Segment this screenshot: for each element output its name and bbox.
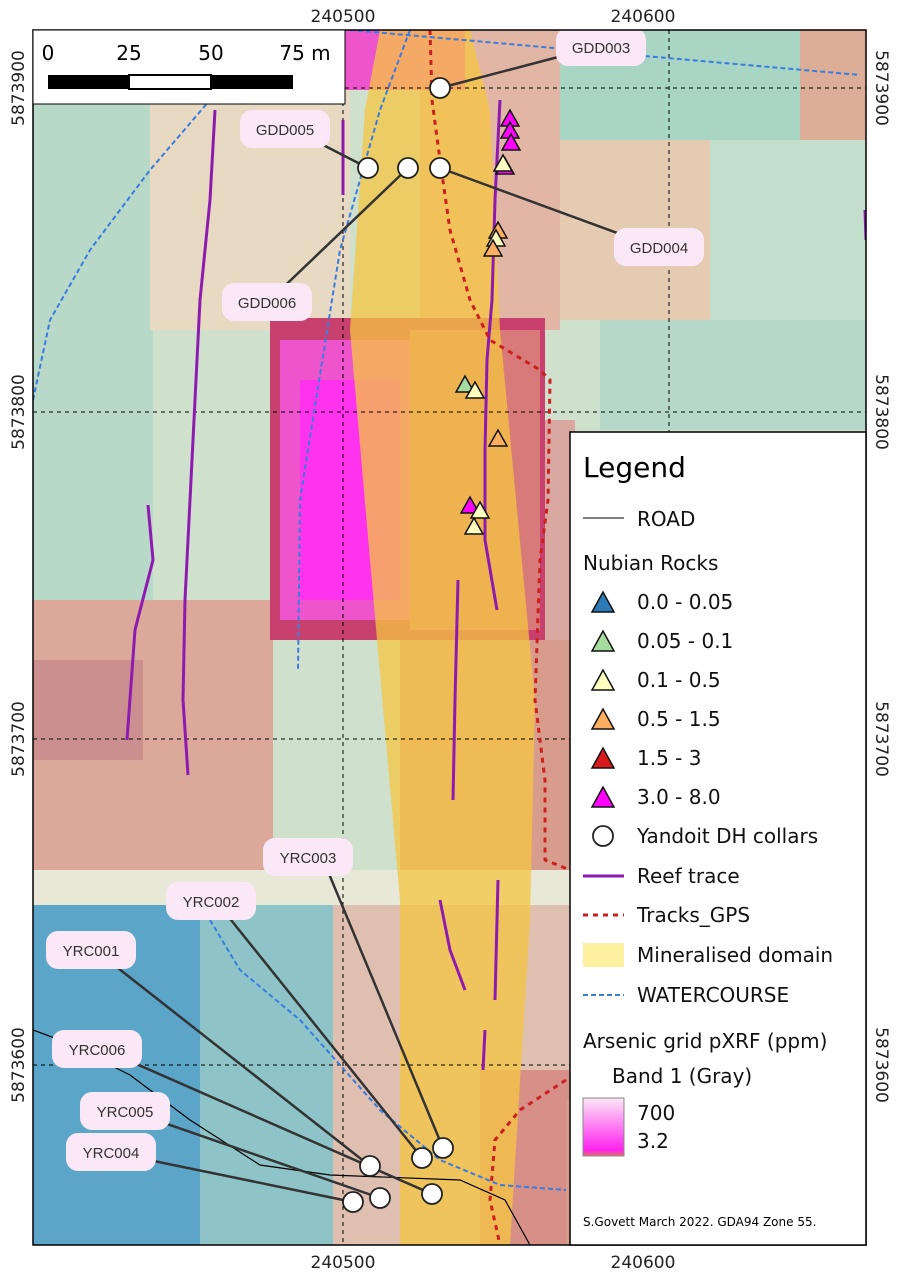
collar-label-gdd003[interactable]: GDD003 <box>556 28 646 66</box>
svg-text:0.1 - 0.5: 0.1 - 0.5 <box>637 668 721 692</box>
svg-text:GDD006: GDD006 <box>238 295 296 312</box>
svg-text:WATERCOURSE: WATERCOURSE <box>637 983 789 1007</box>
svg-text:Yandoit DH collars: Yandoit DH collars <box>636 824 818 848</box>
svg-text:YRC006: YRC006 <box>69 1042 126 1059</box>
collar-label-yrc002[interactable]: YRC002 <box>166 882 256 920</box>
svg-text:GDD004: GDD004 <box>630 240 688 257</box>
svg-text:Reef trace: Reef trace <box>637 864 740 888</box>
collar-label-gdd004[interactable]: GDD004 <box>614 228 704 266</box>
svg-text:75 m: 75 m <box>279 41 330 65</box>
svg-text:1.5 - 3: 1.5 - 3 <box>637 746 701 770</box>
credit: S.Govett March 2022. GDA94 Zone 55. <box>583 1215 816 1229</box>
x-tick-bottom: 240600 <box>611 1253 676 1273</box>
svg-text:0.05 - 0.1: 0.05 - 0.1 <box>637 629 733 653</box>
svg-text:YRC001: YRC001 <box>63 943 120 960</box>
y-tick-left: 5873900 <box>9 50 29 126</box>
svg-text:GDD005: GDD005 <box>256 122 314 139</box>
y-tick-left: 5873600 <box>9 1027 29 1103</box>
y-tick-right: 5873700 <box>871 701 891 777</box>
svg-text:YRC003: YRC003 <box>280 850 337 867</box>
svg-text:Band 1 (Gray): Band 1 (Gray) <box>612 1064 752 1088</box>
legend-title: Legend <box>583 451 686 484</box>
svg-text:3.0 - 8.0: 3.0 - 8.0 <box>637 785 721 809</box>
svg-text:0.5 - 1.5: 0.5 - 1.5 <box>637 707 721 731</box>
map-canvas: GDD003 GDD004 GDD005 GDD006 YRC001 YRC00… <box>33 28 866 1245</box>
svg-text:YRC004: YRC004 <box>83 1145 140 1162</box>
collar-label-yrc006[interactable]: YRC006 <box>52 1030 142 1068</box>
svg-text:0: 0 <box>42 41 55 65</box>
svg-text:700: 700 <box>637 1101 675 1125</box>
svg-text:50: 50 <box>198 41 223 65</box>
svg-text:0.0 - 0.05: 0.0 - 0.05 <box>637 590 733 614</box>
collar-labels: GDD003 GDD004 GDD005 GDD006 YRC001 YRC00… <box>46 28 704 1171</box>
svg-text:GDD003: GDD003 <box>572 40 630 57</box>
svg-text:Nubian Rocks: Nubian Rocks <box>583 551 718 575</box>
y-tick-right: 5873900 <box>871 50 891 126</box>
reef-traces <box>125 99 866 1071</box>
y-tick-left: 5873800 <box>9 374 29 450</box>
collar-label-yrc003[interactable]: YRC003 <box>263 838 353 876</box>
label-leaders <box>94 44 651 1204</box>
collar-label-gdd006[interactable]: GDD006 <box>222 283 312 321</box>
x-tick-top: 240500 <box>311 7 376 27</box>
x-tick-top: 240600 <box>611 7 676 27</box>
svg-text:YRC002: YRC002 <box>183 894 240 911</box>
svg-text:Tracks_GPS: Tracks_GPS <box>636 903 750 927</box>
legend: Legend ROAD Nubian Rocks 0.0 - 0.05 0.05… <box>569 431 867 1246</box>
svg-text:ROAD: ROAD <box>637 507 695 531</box>
y-tick-right: 5873600 <box>871 1027 891 1103</box>
y-tick-left: 5873700 <box>9 701 29 777</box>
rock-samples <box>454 108 522 535</box>
svg-text:3.2: 3.2 <box>637 1129 669 1153</box>
y-tick-right: 5873800 <box>871 374 891 450</box>
svg-text:YRC005: YRC005 <box>97 1104 154 1121</box>
svg-text:Arsenic grid pXRF (ppm): Arsenic grid pXRF (ppm) <box>583 1029 827 1053</box>
collar-label-yrc005[interactable]: YRC005 <box>80 1092 170 1130</box>
svg-text:Mineralised domain: Mineralised domain <box>637 943 833 967</box>
collar-label-yrc001[interactable]: YRC001 <box>46 931 136 969</box>
scale-bar: 0 25 50 75 m <box>32 29 346 105</box>
dh-collars <box>342 77 454 1213</box>
collar-label-gdd005[interactable]: GDD005 <box>240 110 330 148</box>
x-tick-bottom: 240500 <box>311 1253 376 1273</box>
svg-text:25: 25 <box>116 41 141 65</box>
collar-label-yrc004[interactable]: YRC004 <box>66 1133 156 1171</box>
